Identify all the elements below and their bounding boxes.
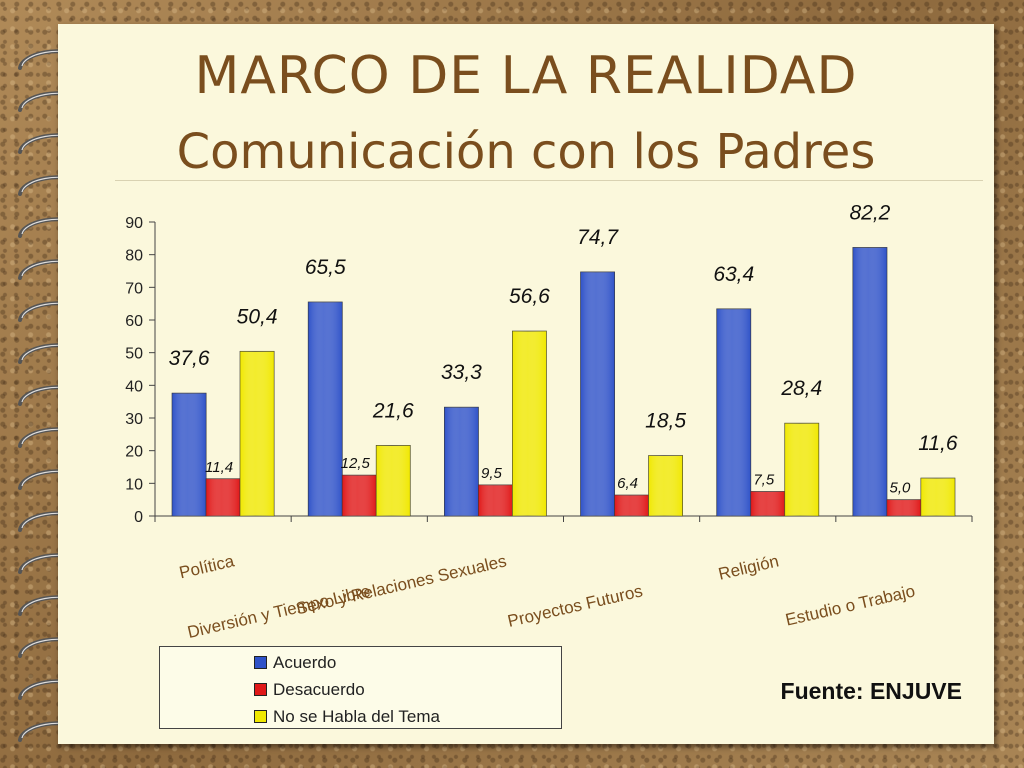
title-divider xyxy=(115,180,983,181)
y-tick-label: 30 xyxy=(125,411,143,428)
page-subtitle: Comunicación con los Padres xyxy=(176,124,876,180)
data-label: 11,6 xyxy=(918,432,958,455)
data-label: 37,6 xyxy=(169,347,210,370)
y-tick-label: 0 xyxy=(134,509,143,526)
data-label: 18,5 xyxy=(645,410,686,433)
data-label: 6,4 xyxy=(617,475,638,492)
bar-highlight xyxy=(852,247,887,517)
legend-label: Desacuerdo xyxy=(273,680,365,699)
category-label: Sexo y Relaciones Sexuales xyxy=(294,551,508,618)
data-label: 5,0 xyxy=(889,480,911,497)
bar-highlight xyxy=(342,475,377,516)
category-label: Proyectos Futuros xyxy=(506,581,645,631)
bar-highlight xyxy=(648,455,683,516)
category-label: Religión xyxy=(717,551,781,583)
legend-item-desacuerdo: Desacuerdo xyxy=(254,679,365,701)
data-label: 82,2 xyxy=(849,201,890,224)
bar-highlight xyxy=(206,478,241,516)
legend-label: Acuerdo xyxy=(273,653,337,672)
y-tick-label: 40 xyxy=(125,378,143,395)
legend-item-no-se-habla: No se Habla del Tema xyxy=(254,706,440,728)
source-note: Fuente: ENJUVE xyxy=(780,678,962,704)
data-label: 33,3 xyxy=(441,361,482,384)
data-label: 9,5 xyxy=(481,465,503,482)
y-tick-label: 80 xyxy=(125,248,143,265)
bar-highlight xyxy=(444,407,479,516)
bar-highlight xyxy=(750,491,785,516)
y-tick-label: 20 xyxy=(125,444,143,461)
bar-highlight xyxy=(886,499,921,516)
legend-item-acuerdo: Acuerdo xyxy=(254,652,336,674)
data-label: 50,4 xyxy=(237,305,278,328)
bar-highlight xyxy=(580,271,615,516)
legend-label: No se Habla del Tema xyxy=(273,707,440,726)
data-label: 28,4 xyxy=(780,377,822,400)
data-label: 7,5 xyxy=(753,472,775,489)
data-label: 65,5 xyxy=(305,256,346,279)
bar-highlight xyxy=(614,495,649,516)
data-label: 21,6 xyxy=(372,399,414,422)
page-title: MARCO DE LA REALIDAD xyxy=(194,46,858,106)
data-label: 11,4 xyxy=(205,459,233,476)
chart-legend: Acuerdo Desacuerdo No se Habla del Tema xyxy=(159,646,562,729)
legend-swatch-blue xyxy=(254,656,267,669)
bar-highlight xyxy=(376,445,411,516)
category-label: Política xyxy=(177,551,236,582)
data-label: 74,7 xyxy=(577,226,619,249)
y-tick-label: 70 xyxy=(125,280,143,297)
bar-highlight xyxy=(172,393,207,516)
y-tick-label: 10 xyxy=(125,476,143,493)
bar-highlight xyxy=(308,302,343,516)
y-tick-label: 60 xyxy=(125,313,143,330)
category-label: Estudio o Trabajo xyxy=(784,581,917,629)
data-label: 12,5 xyxy=(341,455,371,472)
bar-highlight xyxy=(920,478,955,516)
bar-highlight xyxy=(240,351,275,516)
legend-swatch-yellow xyxy=(254,710,267,723)
bar-highlight xyxy=(716,308,751,516)
data-label: 63,4 xyxy=(713,263,754,286)
bar-highlight xyxy=(478,484,513,516)
bar-highlight xyxy=(784,423,819,516)
legend-swatch-red xyxy=(254,683,267,696)
y-tick-label: 90 xyxy=(125,215,143,232)
data-label: 56,6 xyxy=(509,285,550,308)
bar-highlight xyxy=(512,331,547,516)
y-tick-label: 50 xyxy=(125,346,143,363)
